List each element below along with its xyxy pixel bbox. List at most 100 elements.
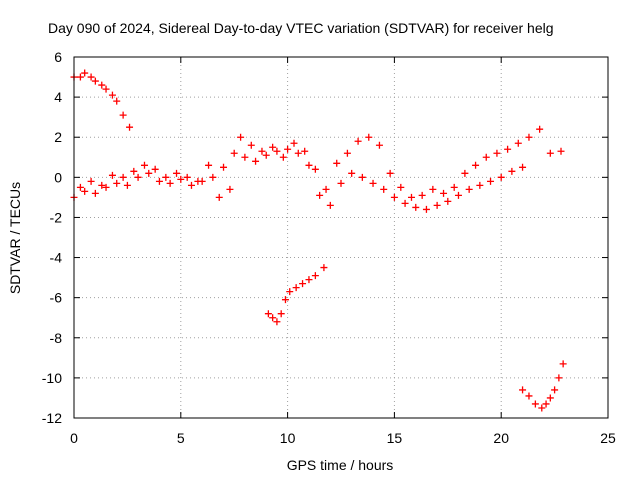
data-point bbox=[76, 183, 84, 191]
y-tick-label: 2 bbox=[54, 129, 62, 145]
y-tick-label: -6 bbox=[50, 290, 63, 306]
data-point bbox=[326, 201, 334, 209]
data-point bbox=[134, 173, 142, 181]
data-point bbox=[504, 145, 512, 153]
data-point bbox=[412, 203, 420, 211]
satellite-track-ramp-21h bbox=[519, 360, 567, 412]
data-point bbox=[348, 169, 356, 177]
data-point bbox=[91, 189, 99, 197]
data-point bbox=[476, 181, 484, 189]
data-point bbox=[81, 187, 89, 195]
data-point bbox=[536, 125, 544, 133]
data-point bbox=[333, 159, 341, 167]
data-point bbox=[369, 179, 377, 187]
grid-lines bbox=[74, 57, 608, 418]
data-point bbox=[542, 400, 550, 408]
data-point bbox=[273, 318, 281, 326]
y-tick-labels: -12 -10 -8 -6 -4 -2 0 2 4 6 bbox=[42, 49, 62, 426]
data-point bbox=[557, 147, 565, 155]
data-point bbox=[519, 386, 527, 394]
y-tick-label: 4 bbox=[54, 89, 62, 105]
data-point bbox=[397, 183, 405, 191]
data-point bbox=[482, 153, 490, 161]
data-point bbox=[375, 141, 383, 149]
data-point bbox=[98, 81, 106, 89]
data-point bbox=[155, 177, 163, 185]
data-point bbox=[162, 173, 170, 181]
data-point bbox=[555, 374, 563, 382]
axis-ticks bbox=[73, 56, 609, 419]
data-point bbox=[241, 153, 249, 161]
data-point bbox=[305, 161, 313, 169]
data-point bbox=[465, 185, 473, 193]
data-point bbox=[461, 169, 469, 177]
data-point bbox=[429, 185, 437, 193]
data-point bbox=[269, 314, 277, 322]
data-point bbox=[358, 173, 366, 181]
data-point bbox=[277, 310, 285, 318]
data-point bbox=[418, 191, 426, 199]
data-point bbox=[76, 73, 84, 81]
data-point bbox=[497, 173, 505, 181]
data-point bbox=[273, 147, 281, 155]
data-point bbox=[173, 169, 181, 177]
data-point bbox=[401, 199, 409, 207]
data-point bbox=[450, 183, 458, 191]
data-point bbox=[444, 197, 452, 205]
data-point bbox=[81, 69, 89, 77]
data-point bbox=[316, 191, 324, 199]
data-point bbox=[279, 153, 287, 161]
plot-frame bbox=[73, 56, 609, 419]
data-point bbox=[113, 179, 121, 187]
data-point bbox=[87, 73, 95, 81]
data-point bbox=[119, 111, 127, 119]
data-point bbox=[472, 161, 480, 169]
data-point bbox=[311, 165, 319, 173]
x-tick-label: 5 bbox=[177, 430, 185, 446]
data-point bbox=[525, 392, 533, 400]
data-point bbox=[247, 141, 255, 149]
data-point bbox=[292, 284, 300, 292]
data-point bbox=[322, 185, 330, 193]
data-point bbox=[299, 280, 307, 288]
data-point bbox=[281, 296, 289, 304]
data-point bbox=[87, 177, 95, 185]
data-point bbox=[126, 123, 134, 131]
data-point bbox=[113, 97, 121, 105]
satellite-track-ramp-9h bbox=[264, 264, 328, 326]
data-point bbox=[119, 173, 127, 181]
data-point bbox=[108, 171, 116, 179]
data-point bbox=[220, 163, 228, 171]
y-tick-label: 0 bbox=[54, 169, 62, 185]
data-point bbox=[286, 288, 294, 296]
data-point bbox=[546, 394, 554, 402]
x-axis-label: GPS time / hours bbox=[287, 457, 394, 473]
data-point bbox=[102, 85, 110, 93]
data-point bbox=[230, 149, 238, 157]
data-point bbox=[151, 165, 159, 173]
data-point bbox=[380, 185, 388, 193]
data-point bbox=[209, 173, 217, 181]
data-point bbox=[237, 133, 245, 141]
y-tick-label: 6 bbox=[54, 49, 62, 65]
x-tick-label: 20 bbox=[493, 430, 509, 446]
data-point bbox=[269, 143, 277, 151]
data-point bbox=[264, 310, 272, 318]
x-tick-label: 10 bbox=[280, 430, 296, 446]
y-tick-label: -10 bbox=[42, 370, 62, 386]
data-point bbox=[546, 149, 554, 157]
data-point bbox=[354, 137, 362, 145]
data-point bbox=[514, 139, 522, 147]
data-point bbox=[205, 161, 213, 169]
data-point bbox=[262, 151, 270, 159]
data-point bbox=[187, 181, 195, 189]
y-tick-label: -8 bbox=[50, 330, 63, 346]
data-point bbox=[284, 145, 292, 153]
data-point bbox=[130, 167, 138, 175]
data-point bbox=[145, 169, 153, 177]
y-tick-label: -2 bbox=[50, 209, 63, 225]
data-point bbox=[311, 272, 319, 280]
data-point bbox=[290, 139, 298, 147]
data-point bbox=[108, 91, 116, 99]
data-point bbox=[294, 149, 302, 157]
